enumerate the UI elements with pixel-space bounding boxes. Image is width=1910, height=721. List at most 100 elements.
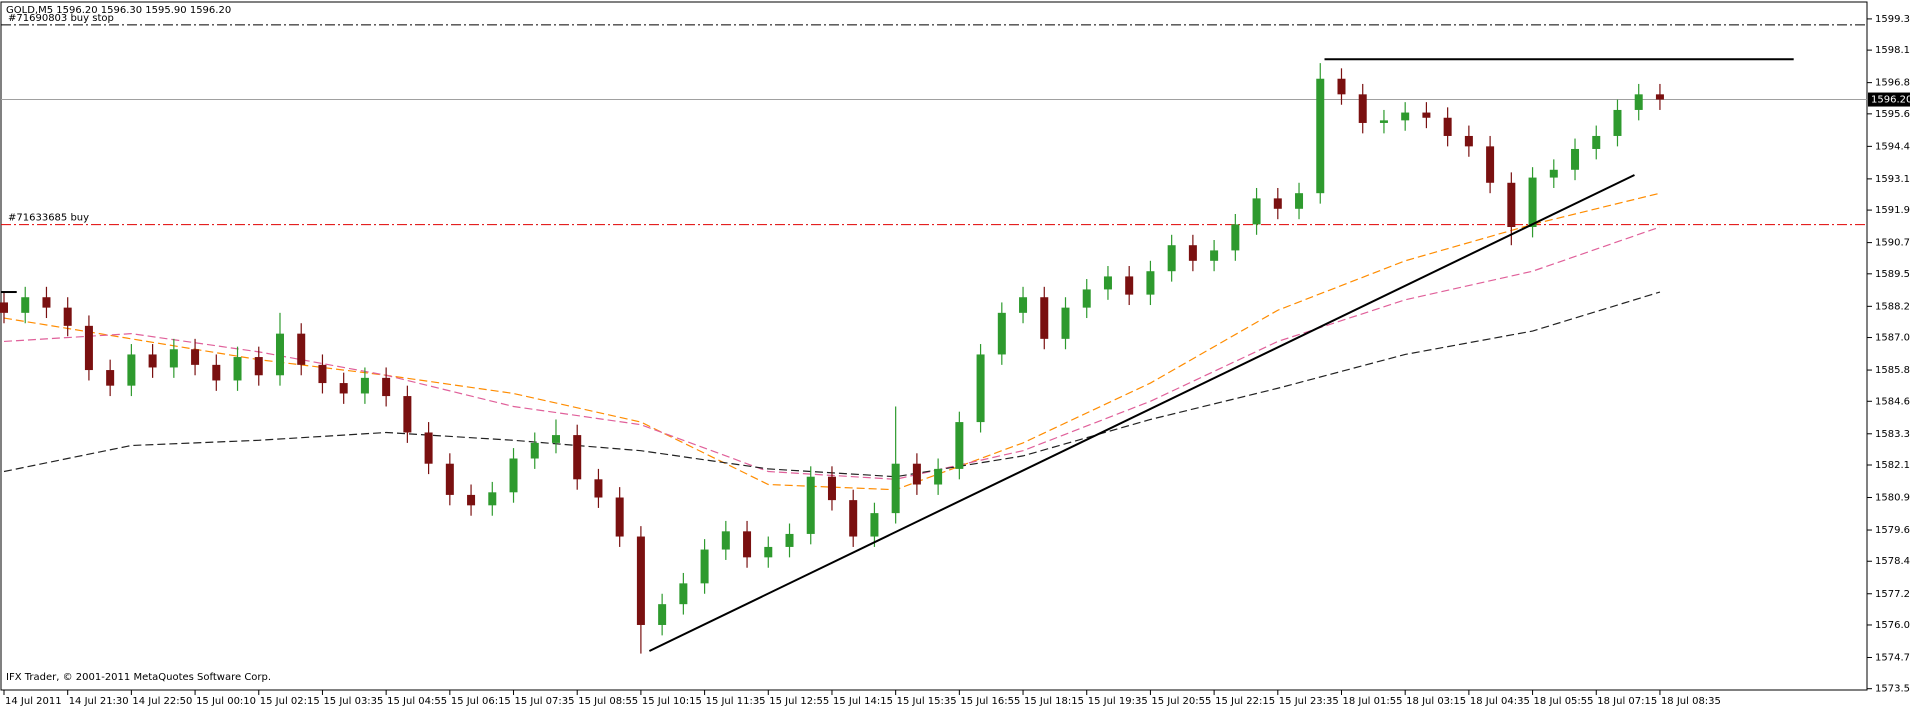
candle-body bbox=[721, 531, 730, 550]
candle-body bbox=[934, 468, 943, 485]
x-tick-label: 15 Jul 16:55 bbox=[960, 696, 1020, 707]
candle-body bbox=[679, 583, 688, 605]
candle-body bbox=[1613, 109, 1622, 136]
candle-body bbox=[743, 531, 752, 558]
x-tick-label: 18 Jul 01:55 bbox=[1342, 696, 1402, 707]
y-tick-label: 1596.85 bbox=[1875, 78, 1910, 89]
x-tick-label: 15 Jul 10:15 bbox=[642, 696, 702, 707]
y-tick-label: 1598.10 bbox=[1875, 45, 1910, 56]
candle-body bbox=[0, 302, 8, 313]
y-tick-label: 1584.60 bbox=[1875, 396, 1910, 407]
y-tick-label: 1599.30 bbox=[1875, 14, 1910, 25]
plot-frame bbox=[0, 1, 1868, 691]
candle-body bbox=[573, 435, 582, 480]
candle-body bbox=[764, 546, 773, 558]
candle-body bbox=[467, 494, 476, 506]
candle-body bbox=[339, 383, 348, 394]
candle-body bbox=[870, 513, 879, 537]
candle-body bbox=[233, 357, 242, 381]
candle-body bbox=[1655, 94, 1664, 100]
trend-line bbox=[648, 174, 1635, 652]
y-tick-label: 1589.50 bbox=[1875, 269, 1910, 280]
candle-body bbox=[615, 497, 624, 537]
candle-body bbox=[254, 357, 263, 376]
x-tick-label: 18 Jul 04:35 bbox=[1470, 696, 1530, 707]
candle-body bbox=[297, 333, 306, 365]
candle-body bbox=[849, 500, 858, 537]
candle-body bbox=[445, 463, 454, 495]
candle-body bbox=[360, 377, 369, 394]
candle-body bbox=[806, 476, 815, 534]
candle-body bbox=[700, 549, 709, 584]
y-tick-label: 1587.05 bbox=[1875, 333, 1910, 344]
candle-body bbox=[1167, 245, 1176, 272]
candle-body bbox=[1103, 276, 1112, 290]
candle-body bbox=[169, 349, 178, 368]
candle-body bbox=[403, 396, 412, 433]
x-tick-label: 15 Jul 22:15 bbox=[1215, 696, 1275, 707]
candle-body bbox=[658, 604, 667, 625]
y-tick-label: 1594.40 bbox=[1875, 141, 1910, 152]
candle-body bbox=[42, 297, 51, 308]
candle-body bbox=[1592, 135, 1601, 149]
x-tick-label: 18 Jul 08:35 bbox=[1661, 696, 1721, 707]
order-label: #71690803 buy stop bbox=[8, 13, 114, 24]
y-tick-label: 1579.65 bbox=[1875, 525, 1910, 536]
candle-body bbox=[1464, 135, 1473, 147]
candle-body bbox=[1528, 177, 1537, 227]
y-tick-label: 1578.45 bbox=[1875, 556, 1910, 567]
candle-body bbox=[1486, 146, 1495, 183]
candle-body bbox=[106, 370, 115, 386]
order-label: #71633685 buy bbox=[8, 213, 89, 224]
y-tick-label: 1593.15 bbox=[1875, 174, 1910, 185]
candle-body bbox=[509, 458, 518, 493]
copyright: IFX Trader, © 2001-2011 MetaQuotes Softw… bbox=[6, 672, 271, 683]
x-tick-label: 15 Jul 07:35 bbox=[515, 696, 575, 707]
x-tick-label: 15 Jul 12:55 bbox=[769, 696, 829, 707]
candle-body bbox=[1252, 198, 1261, 225]
candle-body bbox=[424, 432, 433, 464]
y-tick-label: 1588.25 bbox=[1875, 301, 1910, 312]
x-tick-label: 15 Jul 00:10 bbox=[196, 696, 256, 707]
x-tick-label: 15 Jul 23:35 bbox=[1279, 696, 1339, 707]
candle-body bbox=[530, 442, 539, 459]
x-tick-label: 18 Jul 03:15 bbox=[1406, 696, 1466, 707]
y-tick-label: 1574.75 bbox=[1875, 652, 1910, 663]
x-tick-label: 14 Jul 21:30 bbox=[69, 696, 129, 707]
candle-body bbox=[1571, 148, 1580, 170]
candle-body bbox=[127, 354, 136, 386]
candle-body bbox=[1273, 198, 1282, 209]
x-tick-label: 15 Jul 14:15 bbox=[833, 696, 893, 707]
candle-body bbox=[84, 325, 93, 371]
candle-body bbox=[382, 377, 391, 397]
candle-body bbox=[551, 435, 560, 443]
candle-body bbox=[1295, 193, 1304, 209]
candle-body bbox=[21, 297, 30, 313]
candle-body bbox=[148, 354, 157, 368]
x-tick-label: 14 Jul 2011 bbox=[5, 696, 62, 707]
candle-body bbox=[976, 354, 985, 423]
y-tick-label: 1580.90 bbox=[1875, 493, 1910, 504]
candle-body bbox=[1231, 224, 1240, 251]
current-price-label: 1596.20 bbox=[1871, 95, 1910, 106]
candle-body bbox=[1337, 78, 1346, 95]
x-tick-label: 15 Jul 03:35 bbox=[323, 696, 383, 707]
x-tick-label: 15 Jul 08:55 bbox=[578, 696, 638, 707]
y-tick-label: 1590.70 bbox=[1875, 238, 1910, 249]
x-tick-label: 15 Jul 20:55 bbox=[1151, 696, 1211, 707]
candle-body bbox=[785, 533, 794, 547]
x-tick-label: 18 Jul 07:15 bbox=[1597, 696, 1657, 707]
candle-body bbox=[891, 463, 900, 514]
candle-body bbox=[1061, 307, 1070, 339]
candle-body bbox=[1401, 112, 1410, 121]
x-tick-label: 15 Jul 19:35 bbox=[1088, 696, 1148, 707]
candle-body bbox=[1549, 169, 1558, 178]
candle-body bbox=[318, 364, 327, 384]
candle-body bbox=[594, 479, 603, 498]
candle-body bbox=[1316, 78, 1325, 194]
x-tick-label: 15 Jul 06:15 bbox=[451, 696, 511, 707]
candle-body bbox=[212, 364, 221, 381]
y-tick-label: 1585.80 bbox=[1875, 365, 1910, 376]
x-tick-label: 15 Jul 15:35 bbox=[897, 696, 957, 707]
